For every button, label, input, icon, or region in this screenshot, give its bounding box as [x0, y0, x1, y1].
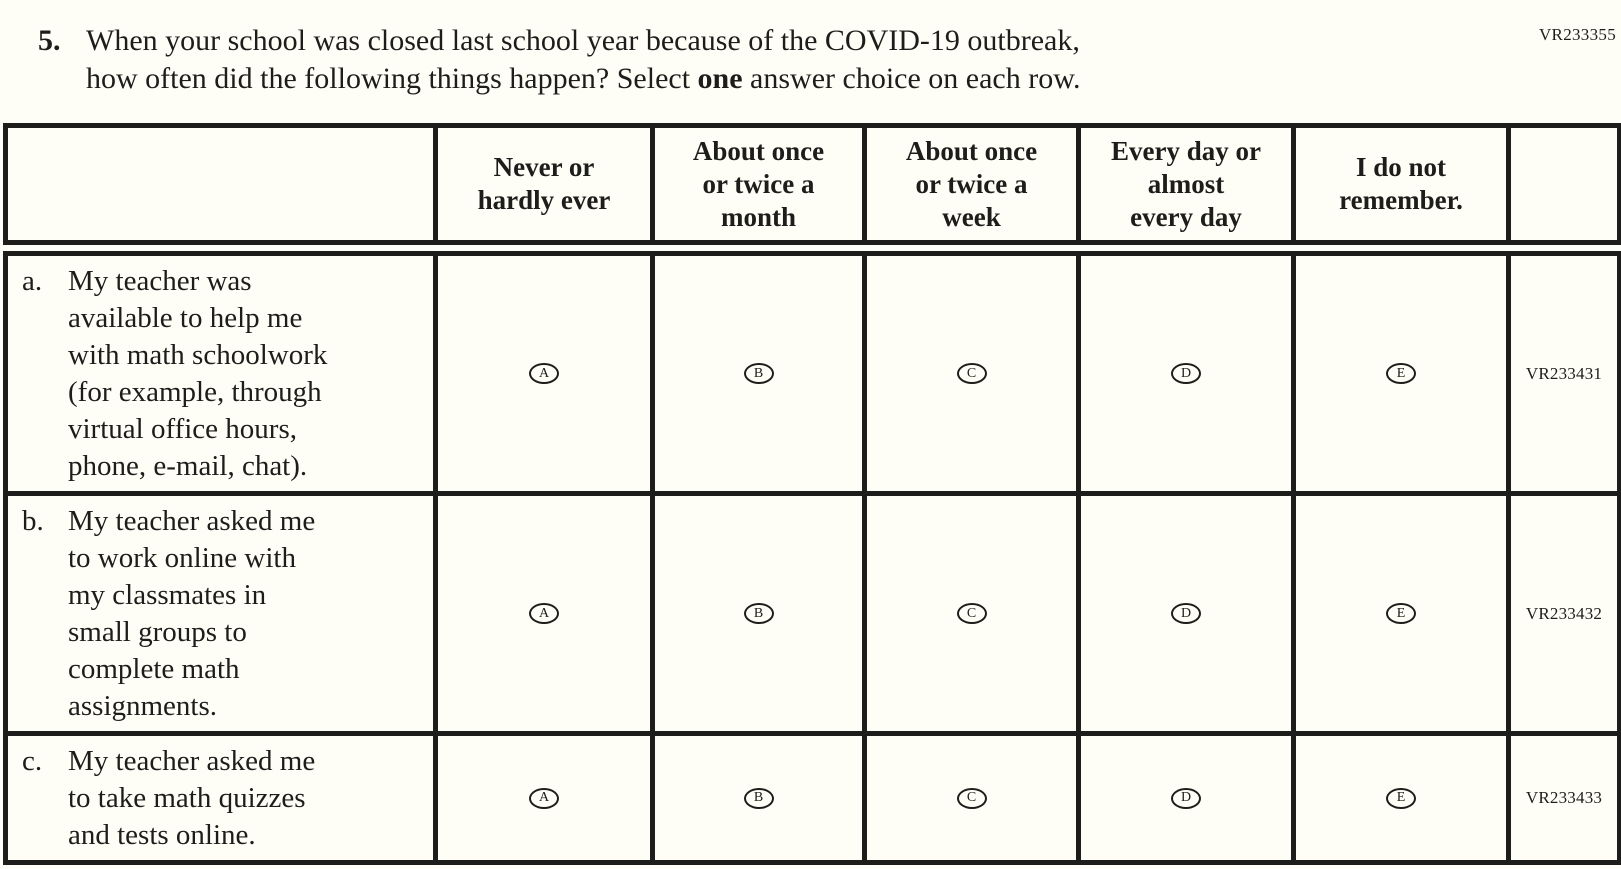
form-code: VR233355: [1538, 25, 1616, 44]
table-row-b: b. My teacher asked me to work online wi…: [3, 491, 1621, 736]
answer-bubble-c-B[interactable]: B: [743, 787, 774, 809]
option-cell: A: [433, 245, 655, 496]
option-cell: E: [1291, 731, 1511, 865]
row-variable-code: VR233433: [1506, 731, 1621, 865]
answer-bubble-b-D[interactable]: D: [1171, 603, 1201, 624]
option-cell: B: [650, 245, 867, 496]
option-cell: E: [1291, 491, 1511, 736]
question-text-post: answer choice on each row.: [742, 62, 1081, 95]
option-cell: D: [1076, 731, 1296, 865]
answer-bubble-b-C[interactable]: C: [956, 603, 987, 624]
row-variable-code: VR233432: [1506, 491, 1621, 736]
response-matrix: Never or hardly ever About once or twice…: [3, 123, 1621, 865]
column-header-once-twice-month: About once or twice a month: [650, 123, 867, 256]
question-text-pre: When your school was closed last school …: [86, 24, 1080, 95]
answer-bubble-c-E[interactable]: E: [1386, 787, 1416, 809]
header-row: Never or hardly ever About once or twice…: [3, 123, 1621, 256]
column-header-never: Never or hardly ever: [433, 123, 655, 256]
answer-bubble-a-B[interactable]: B: [743, 363, 774, 384]
header-empty-stem: [3, 123, 438, 256]
row-variable-code: VR233431: [1506, 245, 1621, 496]
answer-bubble-a-C[interactable]: C: [956, 363, 987, 384]
row-stem: c. My teacher asked me to take math quiz…: [3, 731, 438, 865]
option-cell: D: [1076, 491, 1296, 736]
answer-bubble-b-E[interactable]: E: [1386, 603, 1416, 624]
row-letter: b.: [22, 505, 44, 537]
answer-bubble-c-D[interactable]: D: [1171, 787, 1201, 809]
column-header-once-twice-week: About once or twice a week: [862, 123, 1081, 256]
answer-bubble-a-A[interactable]: A: [529, 363, 559, 384]
row-stem-text: My teacher was available to help me with…: [68, 265, 328, 482]
question-block: 5. When your school was closed last scho…: [38, 22, 1621, 98]
table-row-a: a. My teacher was available to help me w…: [3, 245, 1621, 496]
row-stem-text: My teacher asked me to take math quizzes…: [68, 745, 316, 851]
table-row-c: c. My teacher asked me to take math quiz…: [3, 731, 1621, 865]
row-stem: b. My teacher asked me to work online wi…: [3, 491, 438, 736]
option-cell: B: [650, 731, 867, 865]
answer-bubble-a-D[interactable]: D: [1171, 363, 1201, 384]
answer-bubble-c-A[interactable]: A: [529, 787, 559, 809]
answer-bubble-b-B[interactable]: B: [743, 603, 774, 624]
header-empty-code: [1506, 123, 1621, 256]
row-letter: a.: [22, 265, 43, 297]
question-text: When your school was closed last school …: [86, 22, 1080, 98]
question-number: 5.: [38, 24, 61, 57]
option-cell: A: [433, 491, 655, 736]
option-cell: C: [862, 245, 1081, 496]
option-cell: E: [1291, 245, 1511, 496]
option-cell: A: [433, 731, 655, 865]
option-cell: B: [650, 491, 867, 736]
option-cell: C: [862, 731, 1081, 865]
row-letter: c.: [22, 745, 43, 777]
column-header-do-not-remember: I do not remember.: [1291, 123, 1511, 256]
answer-bubble-a-E[interactable]: E: [1386, 363, 1416, 384]
row-stem-text: My teacher asked me to work online with …: [68, 505, 316, 722]
answer-bubble-b-A[interactable]: A: [529, 603, 559, 624]
option-cell: C: [862, 491, 1081, 736]
option-cell: D: [1076, 245, 1296, 496]
answer-bubble-c-C[interactable]: C: [956, 787, 987, 809]
question-bold-word: one: [697, 62, 743, 95]
column-header-every-day: Every day or almost every day: [1076, 123, 1296, 256]
row-stem: a. My teacher was available to help me w…: [3, 245, 438, 496]
